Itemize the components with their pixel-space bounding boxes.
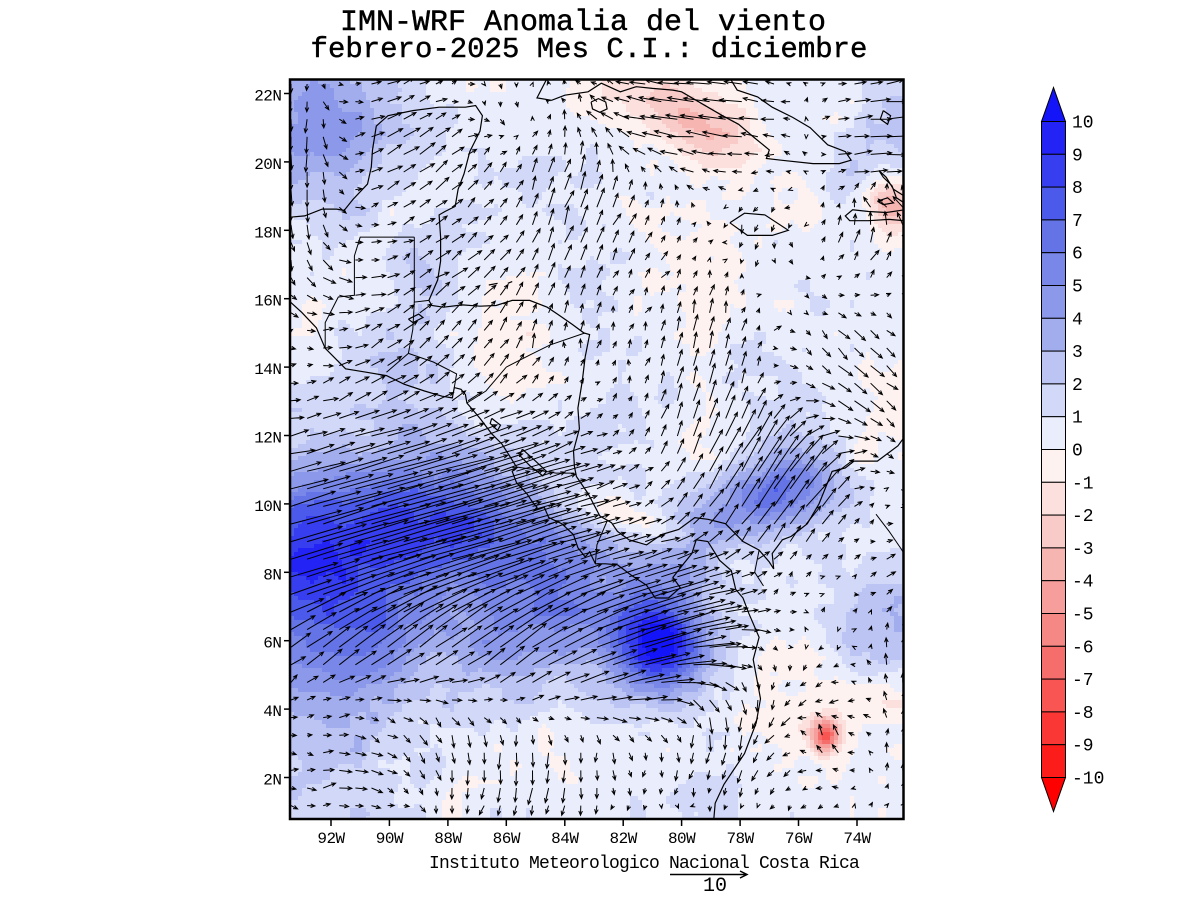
svg-text:82W: 82W [610,830,638,848]
svg-text:-10: -10 [1072,770,1104,790]
svg-text:10N: 10N [254,498,281,516]
svg-text:-3: -3 [1072,540,1094,560]
svg-text:86W: 86W [493,830,521,848]
svg-text:6N: 6N [263,635,281,653]
svg-text:febrero-2025 Mes C.I.: diciemb: febrero-2025 Mes C.I.: diciembre [311,33,868,66]
svg-text:6: 6 [1072,245,1083,265]
svg-text:5: 5 [1072,278,1083,298]
svg-text:74W: 74W [843,830,871,848]
svg-text:78W: 78W [726,830,754,848]
svg-text:-9: -9 [1072,737,1094,757]
svg-text:3: 3 [1072,343,1083,363]
svg-text:18N: 18N [254,224,281,242]
svg-text:2: 2 [1072,376,1083,396]
svg-text:-2: -2 [1072,507,1094,527]
svg-text:1: 1 [1072,409,1083,429]
svg-text:9: 9 [1072,146,1083,166]
svg-text:8N: 8N [263,566,281,584]
svg-text:10: 10 [1072,114,1094,134]
svg-text:92W: 92W [317,830,345,848]
svg-text:-4: -4 [1072,573,1094,593]
svg-text:-1: -1 [1072,474,1094,494]
svg-text:22N: 22N [254,88,281,106]
svg-text:7: 7 [1072,212,1083,232]
svg-text:8: 8 [1072,179,1083,199]
svg-text:IMN-WRF Anomalia del viento: IMN-WRF Anomalia del viento [340,6,826,40]
svg-text:14N: 14N [254,361,281,379]
svg-text:80W: 80W [668,830,696,848]
svg-text:20N: 20N [254,156,281,174]
svg-text:2N: 2N [263,772,281,790]
svg-text:76W: 76W [785,830,813,848]
svg-text:Instituto Meteorologico Nacion: Instituto Meteorologico Nacional Costa R… [429,854,860,874]
svg-text:84W: 84W [551,830,579,848]
svg-text:-6: -6 [1072,638,1094,658]
svg-text:-5: -5 [1072,606,1094,626]
svg-text:88W: 88W [434,830,462,848]
svg-text:16N: 16N [254,293,281,311]
svg-text:-7: -7 [1072,671,1094,691]
svg-text:90W: 90W [376,830,404,848]
svg-text:4: 4 [1072,310,1083,330]
svg-text:10: 10 [703,875,727,898]
svg-text:-8: -8 [1072,704,1094,724]
svg-text:4N: 4N [263,703,281,721]
svg-text:0: 0 [1072,442,1083,462]
svg-text:12N: 12N [254,430,281,448]
